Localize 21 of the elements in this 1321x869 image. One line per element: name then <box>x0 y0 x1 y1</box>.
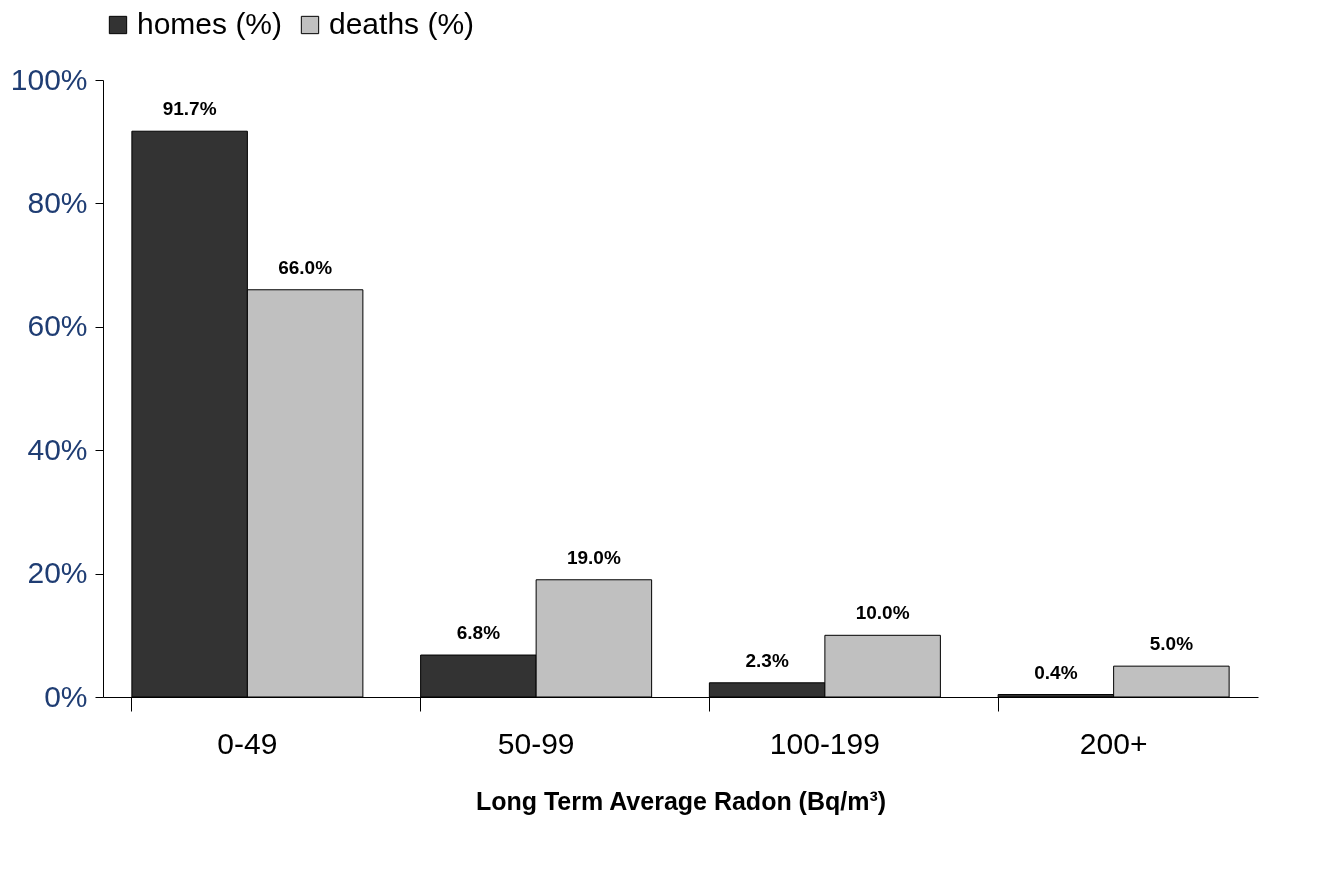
x-axis-title: Long Term Average Radon (Bq/m³) <box>475 786 887 815</box>
y-tick-label: 80% <box>27 185 88 219</box>
data-label: 0.4% <box>1034 661 1078 683</box>
legend-label: homes (%) <box>137 7 283 40</box>
y-tick-label: 0% <box>44 679 88 713</box>
y-tick-label: 40% <box>27 432 88 466</box>
y-tick-label: 60% <box>27 309 88 343</box>
x-tick-label: 200+ <box>1079 726 1148 760</box>
y-tick-label: 100% <box>10 62 88 96</box>
legend-label: deaths (%) <box>329 7 475 40</box>
x-tick-label: 100-199 <box>769 726 880 760</box>
data-label: 66.0% <box>278 256 333 278</box>
y-tick-label: 20% <box>27 556 88 590</box>
data-label: 6.8% <box>456 622 501 644</box>
x-tick-label: 50-99 <box>497 726 575 760</box>
data-label: 5.0% <box>1149 633 1194 655</box>
data-label: 10.0% <box>855 602 910 624</box>
data-label: 91.7% <box>162 98 217 120</box>
data-label: 19.0% <box>566 546 621 568</box>
x-tick-label: 0-49 <box>217 726 278 760</box>
data-label: 2.3% <box>745 649 789 671</box>
